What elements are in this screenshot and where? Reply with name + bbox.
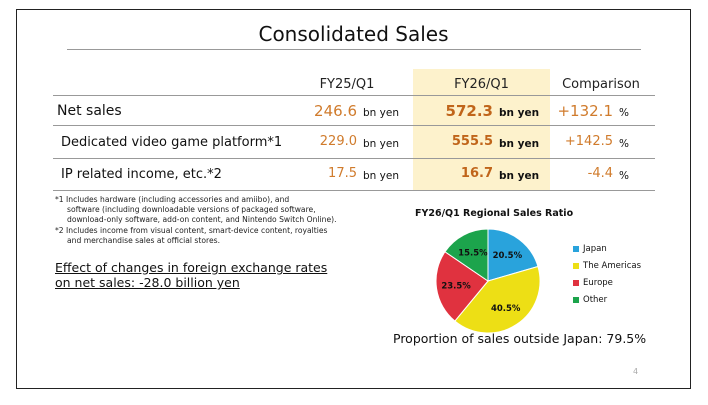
fy25-value: 229.0: [319, 134, 357, 149]
slide: Consolidated Sales FY25/Q1 FY26/Q1 Compa…: [16, 9, 691, 389]
table-divider: [53, 95, 655, 96]
legend-swatch: [573, 263, 579, 269]
table-divider: [53, 125, 655, 126]
regional-sales-pie-chart: 20.5% 40.5% 23.5% 15.5%: [435, 228, 541, 334]
chart-title: FY26/Q1 Regional Sales Ratio: [415, 208, 574, 219]
footnote-2-line: and merchandise sales at official stores…: [67, 236, 220, 245]
legend-swatch: [573, 297, 579, 303]
pie-slice-label: 23.5%: [441, 282, 471, 292]
pie-slice-label: 20.5%: [493, 251, 523, 261]
fy26-value: 16.7: [460, 166, 493, 181]
fy25-unit: bn yen: [363, 170, 399, 182]
legend-label: Europe: [583, 278, 613, 288]
pie-slice-label: 15.5%: [458, 249, 488, 259]
pie-slice-other: [444, 228, 489, 282]
title-divider: [67, 49, 641, 50]
fy26-value: 572.3: [445, 102, 493, 120]
footnote-1: *1 Includes hardware (including accessor…: [55, 195, 337, 225]
comparison-value: -4.4: [587, 166, 613, 181]
fy25-unit: bn yen: [363, 107, 399, 119]
comparison-unit: %: [619, 107, 629, 119]
pie-slice-europe: [435, 251, 489, 322]
comparison-value: +142.5: [564, 134, 613, 149]
header-comparison: Comparison: [562, 77, 640, 92]
comparison-unit: %: [619, 138, 629, 150]
fx-effect-note: Effect of changes in foreign exchange ra…: [55, 260, 327, 290]
proportion-outside-japan: Proportion of sales outside Japan: 79.5%: [393, 331, 647, 346]
fy25-value: 246.6: [314, 102, 357, 120]
header-fy25-q1: FY25/Q1: [319, 77, 375, 92]
comparison-unit: %: [619, 170, 629, 182]
footnote-1-line: software (including downloadable version…: [67, 205, 316, 214]
fy26-value: 555.5: [451, 134, 493, 149]
row-label: Net sales: [57, 103, 122, 119]
pie-slice-japan: [487, 228, 539, 282]
fx-line: Effect of changes in foreign exchange ra…: [55, 260, 328, 275]
legend-swatch: [573, 246, 579, 252]
fy26-unit: bn yen: [499, 170, 540, 182]
page-number: 4: [633, 367, 639, 376]
fy25-unit: bn yen: [363, 138, 399, 150]
row-label: IP related income, etc.*2: [61, 167, 222, 182]
header-fy26-q1: FY26/Q1: [454, 77, 509, 92]
table-divider: [53, 158, 655, 159]
footnote-1-line: *1 Includes hardware (including accessor…: [55, 195, 290, 204]
comparison-value: +132.1: [557, 102, 613, 120]
legend-label: The Americas: [583, 261, 642, 271]
fy26-unit: bn yen: [499, 138, 540, 150]
footnote-1-line: download-only software, add-on content, …: [67, 215, 337, 224]
fy25-value: 17.5: [328, 166, 357, 181]
pie-slice-the-americas: [454, 265, 541, 334]
fx-line: on net sales: -28.0 billion yen: [55, 275, 240, 290]
pie-slice-label: 40.5%: [491, 304, 521, 314]
footnote-2-line: *2 Includes income from visual content, …: [55, 226, 328, 235]
footnote-2: *2 Includes income from visual content, …: [55, 226, 328, 246]
fy26-unit: bn yen: [499, 107, 540, 119]
legend-label: Other: [583, 295, 608, 305]
table-divider: [53, 190, 655, 191]
fy26-column-highlight: [413, 69, 550, 190]
slide-title: Consolidated Sales: [258, 22, 449, 46]
legend-swatch: [573, 280, 579, 286]
row-label: Dedicated video game platform*1: [61, 135, 283, 150]
legend-label: Japan: [583, 244, 607, 254]
